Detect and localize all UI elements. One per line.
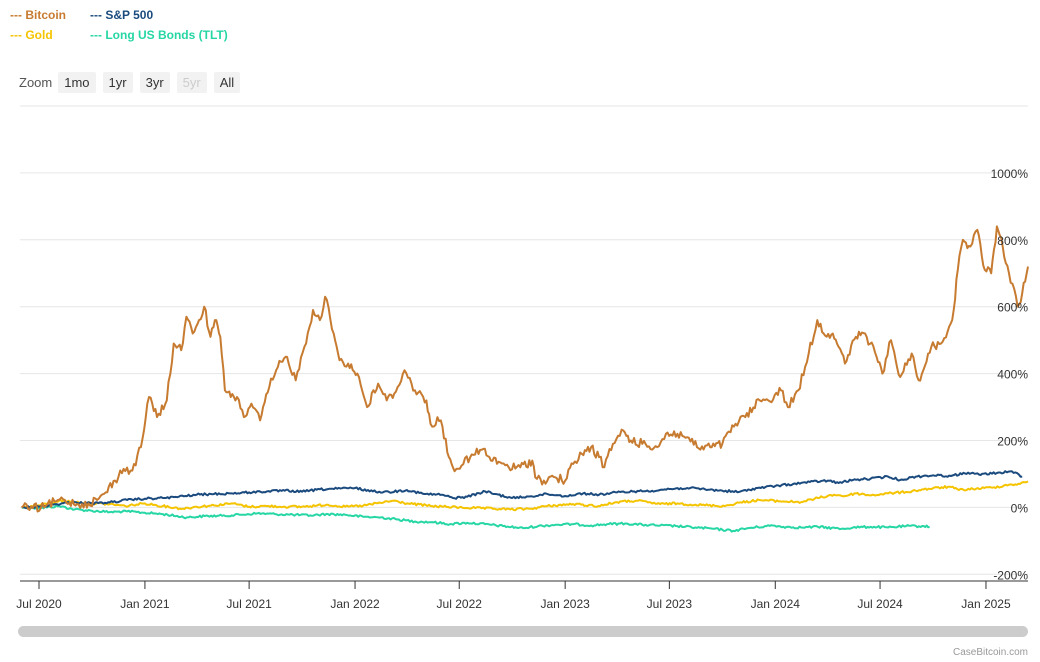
x-tick-label: Jan 2025 — [961, 597, 1011, 611]
y-tick-label: 0% — [1011, 501, 1029, 515]
series-lines — [21, 225, 1029, 533]
y-tick-label: 400% — [997, 368, 1028, 382]
x-tick-label: Jan 2022 — [330, 597, 380, 611]
zoom-all-button[interactable]: All — [213, 72, 241, 93]
y-tick-label: 600% — [997, 301, 1028, 315]
zoom-1mo-button[interactable]: 1mo — [58, 72, 96, 93]
zoom-controls: Zoom 1mo 1yr 3yr 5yr All — [19, 72, 247, 93]
zoom-3yr-button[interactable]: 3yr — [139, 72, 170, 93]
chart-legend: --- Bitcoin --- S&P 500 --- Gold --- Lon… — [10, 8, 260, 42]
legend-item-gold[interactable]: --- Gold — [10, 28, 53, 42]
x-tick-label: Jan 2024 — [751, 597, 801, 611]
series-line-bitcoin — [21, 225, 1029, 513]
x-tick-label: Jan 2023 — [540, 597, 590, 611]
credit-text: CaseBitcoin.com — [952, 647, 1028, 658]
zoom-label: Zoom — [19, 75, 53, 90]
x-tick-label: Jul 2020 — [16, 597, 62, 611]
y-tick-label: 1000% — [991, 167, 1029, 181]
series-line-long-us-bonds-tlt — [21, 504, 930, 533]
legend-item-bitcoin[interactable]: --- Bitcoin — [10, 8, 66, 22]
axes: -200% 0% 200% 400% 600% 800% 1000% Jul 2020 Jan … — [16, 167, 1028, 611]
zoom-5yr-button: 5yr — [176, 72, 207, 93]
series-line-gold — [21, 480, 1029, 512]
y-tick-label: 200% — [997, 435, 1028, 449]
legend-item-sp500[interactable]: --- S&P 500 — [90, 8, 154, 22]
legend-item-tlt[interactable]: --- Long US Bonds (TLT) — [90, 28, 228, 42]
zoom-1yr-button[interactable]: 1yr — [102, 72, 133, 93]
x-tick-label: Jul 2024 — [857, 597, 903, 611]
chart-scrollbar[interactable] — [18, 626, 1028, 637]
grid-lines — [20, 105, 1028, 575]
series-line-s-p-500 — [21, 470, 1023, 510]
x-tick-label: Jan 2021 — [120, 597, 170, 611]
x-tick-label: Jul 2023 — [647, 597, 693, 611]
x-tick-label: Jul 2021 — [226, 597, 272, 611]
x-tick-label: Jul 2022 — [437, 597, 483, 611]
y-tick-label: -200% — [993, 568, 1028, 582]
y-tick-label: 800% — [997, 234, 1028, 248]
